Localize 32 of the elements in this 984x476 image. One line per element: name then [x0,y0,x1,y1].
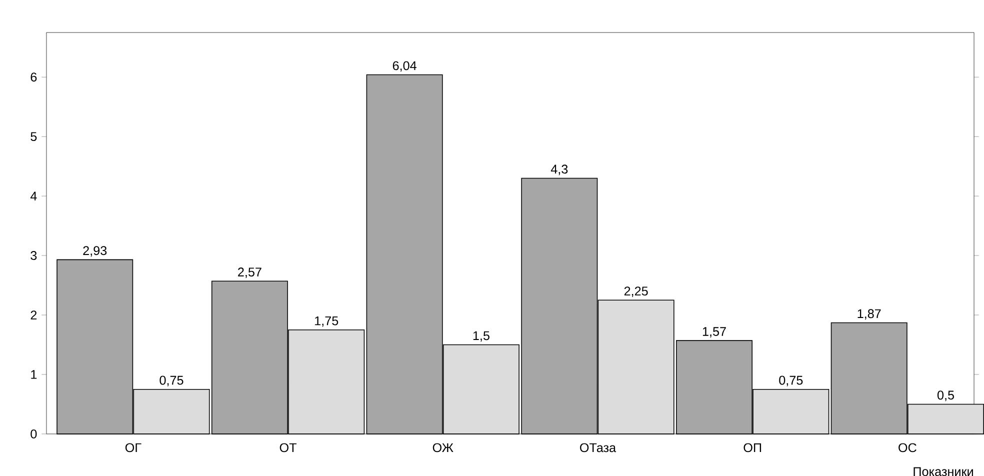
data-label: 1,5 [473,331,490,342]
y-tick-label: 0 [30,429,37,438]
data-label: 1,75 [315,316,338,327]
x-tick-label: ОТаза [580,443,616,452]
data-label: 1,87 [858,309,881,320]
data-label: 0,5 [937,390,954,402]
x-tick-label: ОС [898,443,916,452]
bar [752,388,830,434]
data-label: 2,93 [83,246,107,257]
y-tick-label: 1 [31,370,37,379]
bar [442,344,520,434]
bar [908,404,984,434]
data-label: 2,57 [238,268,262,278]
y-tick-label: 3 [30,251,37,260]
bar [288,329,365,434]
bar [133,388,210,434]
data-label: 0,75 [160,376,184,386]
x-tick-label: ОП [744,443,762,452]
data-label: 2,25 [624,286,648,297]
y-tick-label: 2 [30,310,37,320]
x-tick-label: ОЖ [432,443,454,452]
data-label: 6,04 [392,61,416,72]
data-label: 4,3 [550,164,568,176]
bar [598,300,674,434]
data-label: 1,57 [702,327,726,338]
x-axis-title: Показники [914,467,973,476]
y-tick-label: 5 [30,132,37,141]
data-label: 0,75 [779,376,803,386]
y-tick-label: 4 [30,192,37,200]
x-tick-label: ОТ [280,443,296,452]
x-tick-label: ОГ [125,443,142,452]
y-tick-label: 6 [30,72,37,82]
